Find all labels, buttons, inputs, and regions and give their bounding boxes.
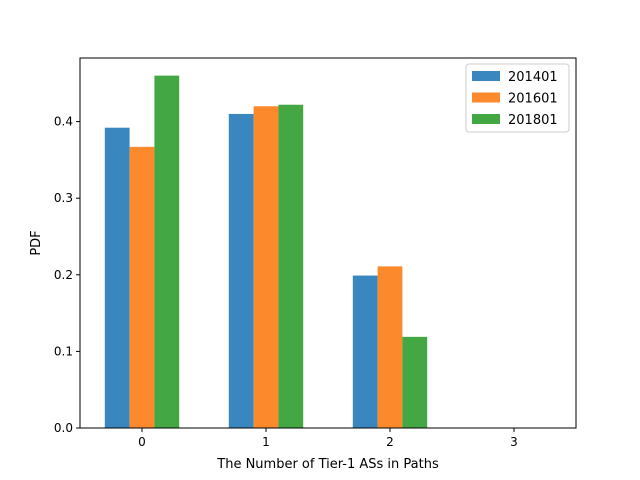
x-tick-label: 0	[138, 435, 146, 449]
y-tick-label: 0.1	[54, 344, 73, 358]
bar-201801-0	[154, 75, 180, 428]
legend-swatch-201601	[472, 92, 500, 103]
bars-group	[104, 75, 428, 429]
x-tick-label: 1	[262, 435, 270, 449]
legend-label-201801: 201801	[508, 113, 558, 128]
y-tick-label: 0.4	[54, 115, 73, 129]
y-tick-label: 0.3	[54, 191, 73, 205]
legend-label-201601: 201601	[508, 92, 558, 107]
bar-201401-2	[352, 275, 378, 428]
y-tick-label: 0.2	[54, 268, 73, 282]
x-axis-ticks: 0 1 2 3	[138, 428, 518, 449]
y-tick-label: 0.0	[54, 421, 73, 435]
bar-201401-0	[104, 127, 130, 428]
x-axis-label: The Number of Tier-1 ASs in Paths	[216, 457, 439, 472]
y-axis-label: PDF	[29, 230, 44, 255]
legend-label-201401: 201401	[508, 70, 558, 85]
legend: 201401 201601 201801	[465, 63, 570, 133]
bar-201801-2	[402, 336, 428, 428]
bar-201601-2	[377, 266, 403, 428]
legend-swatch-201801	[472, 114, 500, 124]
legend-swatch-201401	[472, 71, 500, 81]
bar-201401-1	[228, 113, 254, 428]
y-axis-ticks: 0.0 0.1 0.2 0.3 0.4	[54, 115, 80, 435]
x-tick-label: 3	[510, 435, 518, 449]
bar-201801-1	[278, 104, 304, 429]
plot-frame	[79, 57, 577, 429]
bar-201601-0	[129, 146, 155, 429]
bar-201601-1	[253, 106, 279, 429]
x-tick-label: 2	[386, 435, 394, 449]
